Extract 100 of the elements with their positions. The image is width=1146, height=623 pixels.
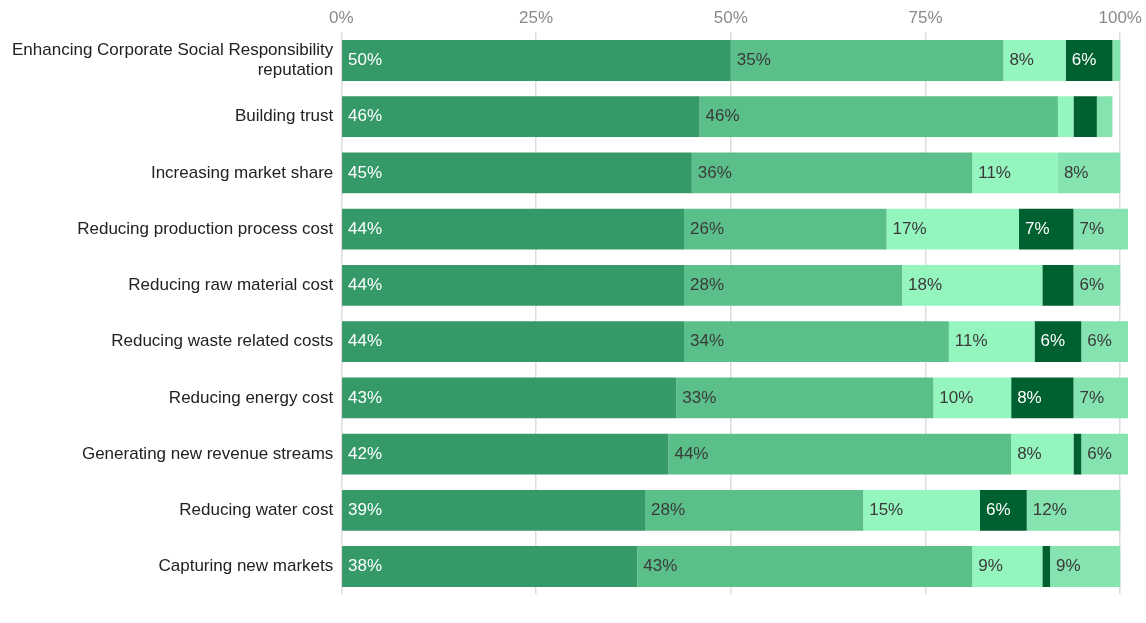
- bar: [645, 489, 864, 531]
- data-label: 11%: [954, 331, 988, 351]
- bar: [342, 265, 685, 306]
- data-label: 7%: [1079, 218, 1105, 238]
- data-label: 9%: [978, 556, 1003, 576]
- data-label: 15%: [869, 499, 904, 519]
- data-label: 8%: [1009, 50, 1034, 70]
- data-label: 6%: [1087, 331, 1112, 351]
- x-tick-label: 0%: [329, 7, 354, 27]
- bar: [1073, 96, 1097, 138]
- data-label: 43%: [348, 387, 383, 407]
- bar: [691, 152, 973, 194]
- bar: [1050, 546, 1121, 587]
- data-label: 39%: [348, 499, 383, 519]
- bar: [948, 321, 1035, 362]
- bar: [1112, 40, 1121, 81]
- data-label: 26%: [690, 218, 725, 238]
- data-label: 36%: [697, 162, 732, 182]
- data-label: 6%: [1087, 443, 1112, 463]
- data-label: 12%: [1032, 499, 1067, 519]
- y-tick-label: Generating new revenue streams: [81, 443, 334, 463]
- bar: [342, 321, 685, 362]
- bar: [980, 489, 1027, 531]
- y-tick-label: Reducing energy cost: [168, 387, 334, 407]
- bar: [1081, 433, 1129, 475]
- x-tick-label: 100%: [1098, 7, 1142, 27]
- bar: [342, 433, 669, 475]
- bar: [1011, 377, 1074, 419]
- bar: [902, 265, 1043, 306]
- data-label: 8%: [1063, 162, 1089, 182]
- bar: [1057, 152, 1121, 194]
- data-label: 50%: [348, 50, 383, 70]
- y-tick-label: Reducing raw material cost: [128, 275, 334, 295]
- bar: [1081, 321, 1129, 362]
- bar: [1073, 377, 1129, 419]
- bar: [676, 377, 934, 419]
- bar: [1042, 546, 1051, 587]
- data-label: 18%: [908, 275, 943, 295]
- y-tick-label: Reducing water cost: [179, 499, 334, 519]
- bar: [342, 546, 638, 587]
- data-label: 8%: [1017, 443, 1042, 463]
- data-label: 44%: [348, 331, 383, 351]
- bar: [684, 265, 903, 306]
- data-label: 10%: [939, 387, 974, 407]
- data-label: 45%: [348, 162, 383, 182]
- bar: [1034, 321, 1082, 362]
- bar: [342, 208, 685, 250]
- data-label: 17%: [892, 218, 927, 238]
- data-label: 44%: [348, 218, 383, 238]
- bar: [1018, 208, 1074, 250]
- bar: [699, 96, 1058, 138]
- bar: [972, 152, 1058, 194]
- data-label: 6%: [1040, 331, 1066, 351]
- bar: [1073, 433, 1082, 475]
- bar: [863, 489, 981, 531]
- bar: [933, 377, 1012, 419]
- data-label: 7%: [1079, 387, 1105, 407]
- bar: [684, 321, 949, 362]
- bar: [342, 152, 692, 194]
- data-label: 38%: [348, 556, 383, 576]
- data-label: 35%: [736, 50, 771, 70]
- data-label: 7%: [1024, 218, 1050, 238]
- bar: [730, 40, 1004, 81]
- x-tick-label: 75%: [908, 7, 943, 27]
- bar: [972, 546, 1043, 587]
- bar: [886, 208, 1019, 250]
- bar: [342, 489, 646, 531]
- data-label: 6%: [1071, 50, 1097, 70]
- bar: [342, 40, 731, 81]
- bar: [1057, 96, 1074, 138]
- y-tick-label: Enhancing Corporate Social Responsibility reputation: [11, 40, 334, 80]
- bar: [684, 208, 887, 250]
- y-tick-label: Reducing waste related costs: [111, 331, 334, 351]
- data-label: 42%: [348, 443, 383, 463]
- data-label: 34%: [690, 331, 725, 351]
- data-label: 44%: [674, 443, 709, 463]
- y-tick-label: Capturing new markets: [158, 556, 334, 576]
- data-label: 11%: [978, 162, 1011, 182]
- x-tick-label: 50%: [713, 7, 748, 27]
- bar: [668, 433, 1012, 475]
- data-label: 6%: [986, 499, 1011, 519]
- bar: [1042, 265, 1074, 306]
- bar: [1073, 208, 1129, 250]
- data-label: 46%: [705, 106, 740, 126]
- y-tick-label: Building trust: [235, 106, 334, 126]
- y-tick-label: Reducing production process cost: [77, 218, 334, 238]
- data-label: 44%: [348, 275, 383, 295]
- data-label: 43%: [643, 556, 678, 576]
- y-tick-label: Increasing market share: [150, 162, 334, 182]
- data-label: 6%: [1079, 275, 1105, 295]
- bar: [1026, 489, 1121, 531]
- data-label: 28%: [690, 275, 725, 295]
- x-tick-label: 25%: [519, 7, 554, 27]
- data-label: 28%: [651, 499, 686, 519]
- bar: [342, 377, 677, 419]
- bar: [1096, 96, 1113, 138]
- data-label: 9%: [1056, 556, 1081, 576]
- data-label: 8%: [1017, 387, 1042, 407]
- data-label: 46%: [348, 106, 383, 126]
- bar: [1073, 265, 1121, 306]
